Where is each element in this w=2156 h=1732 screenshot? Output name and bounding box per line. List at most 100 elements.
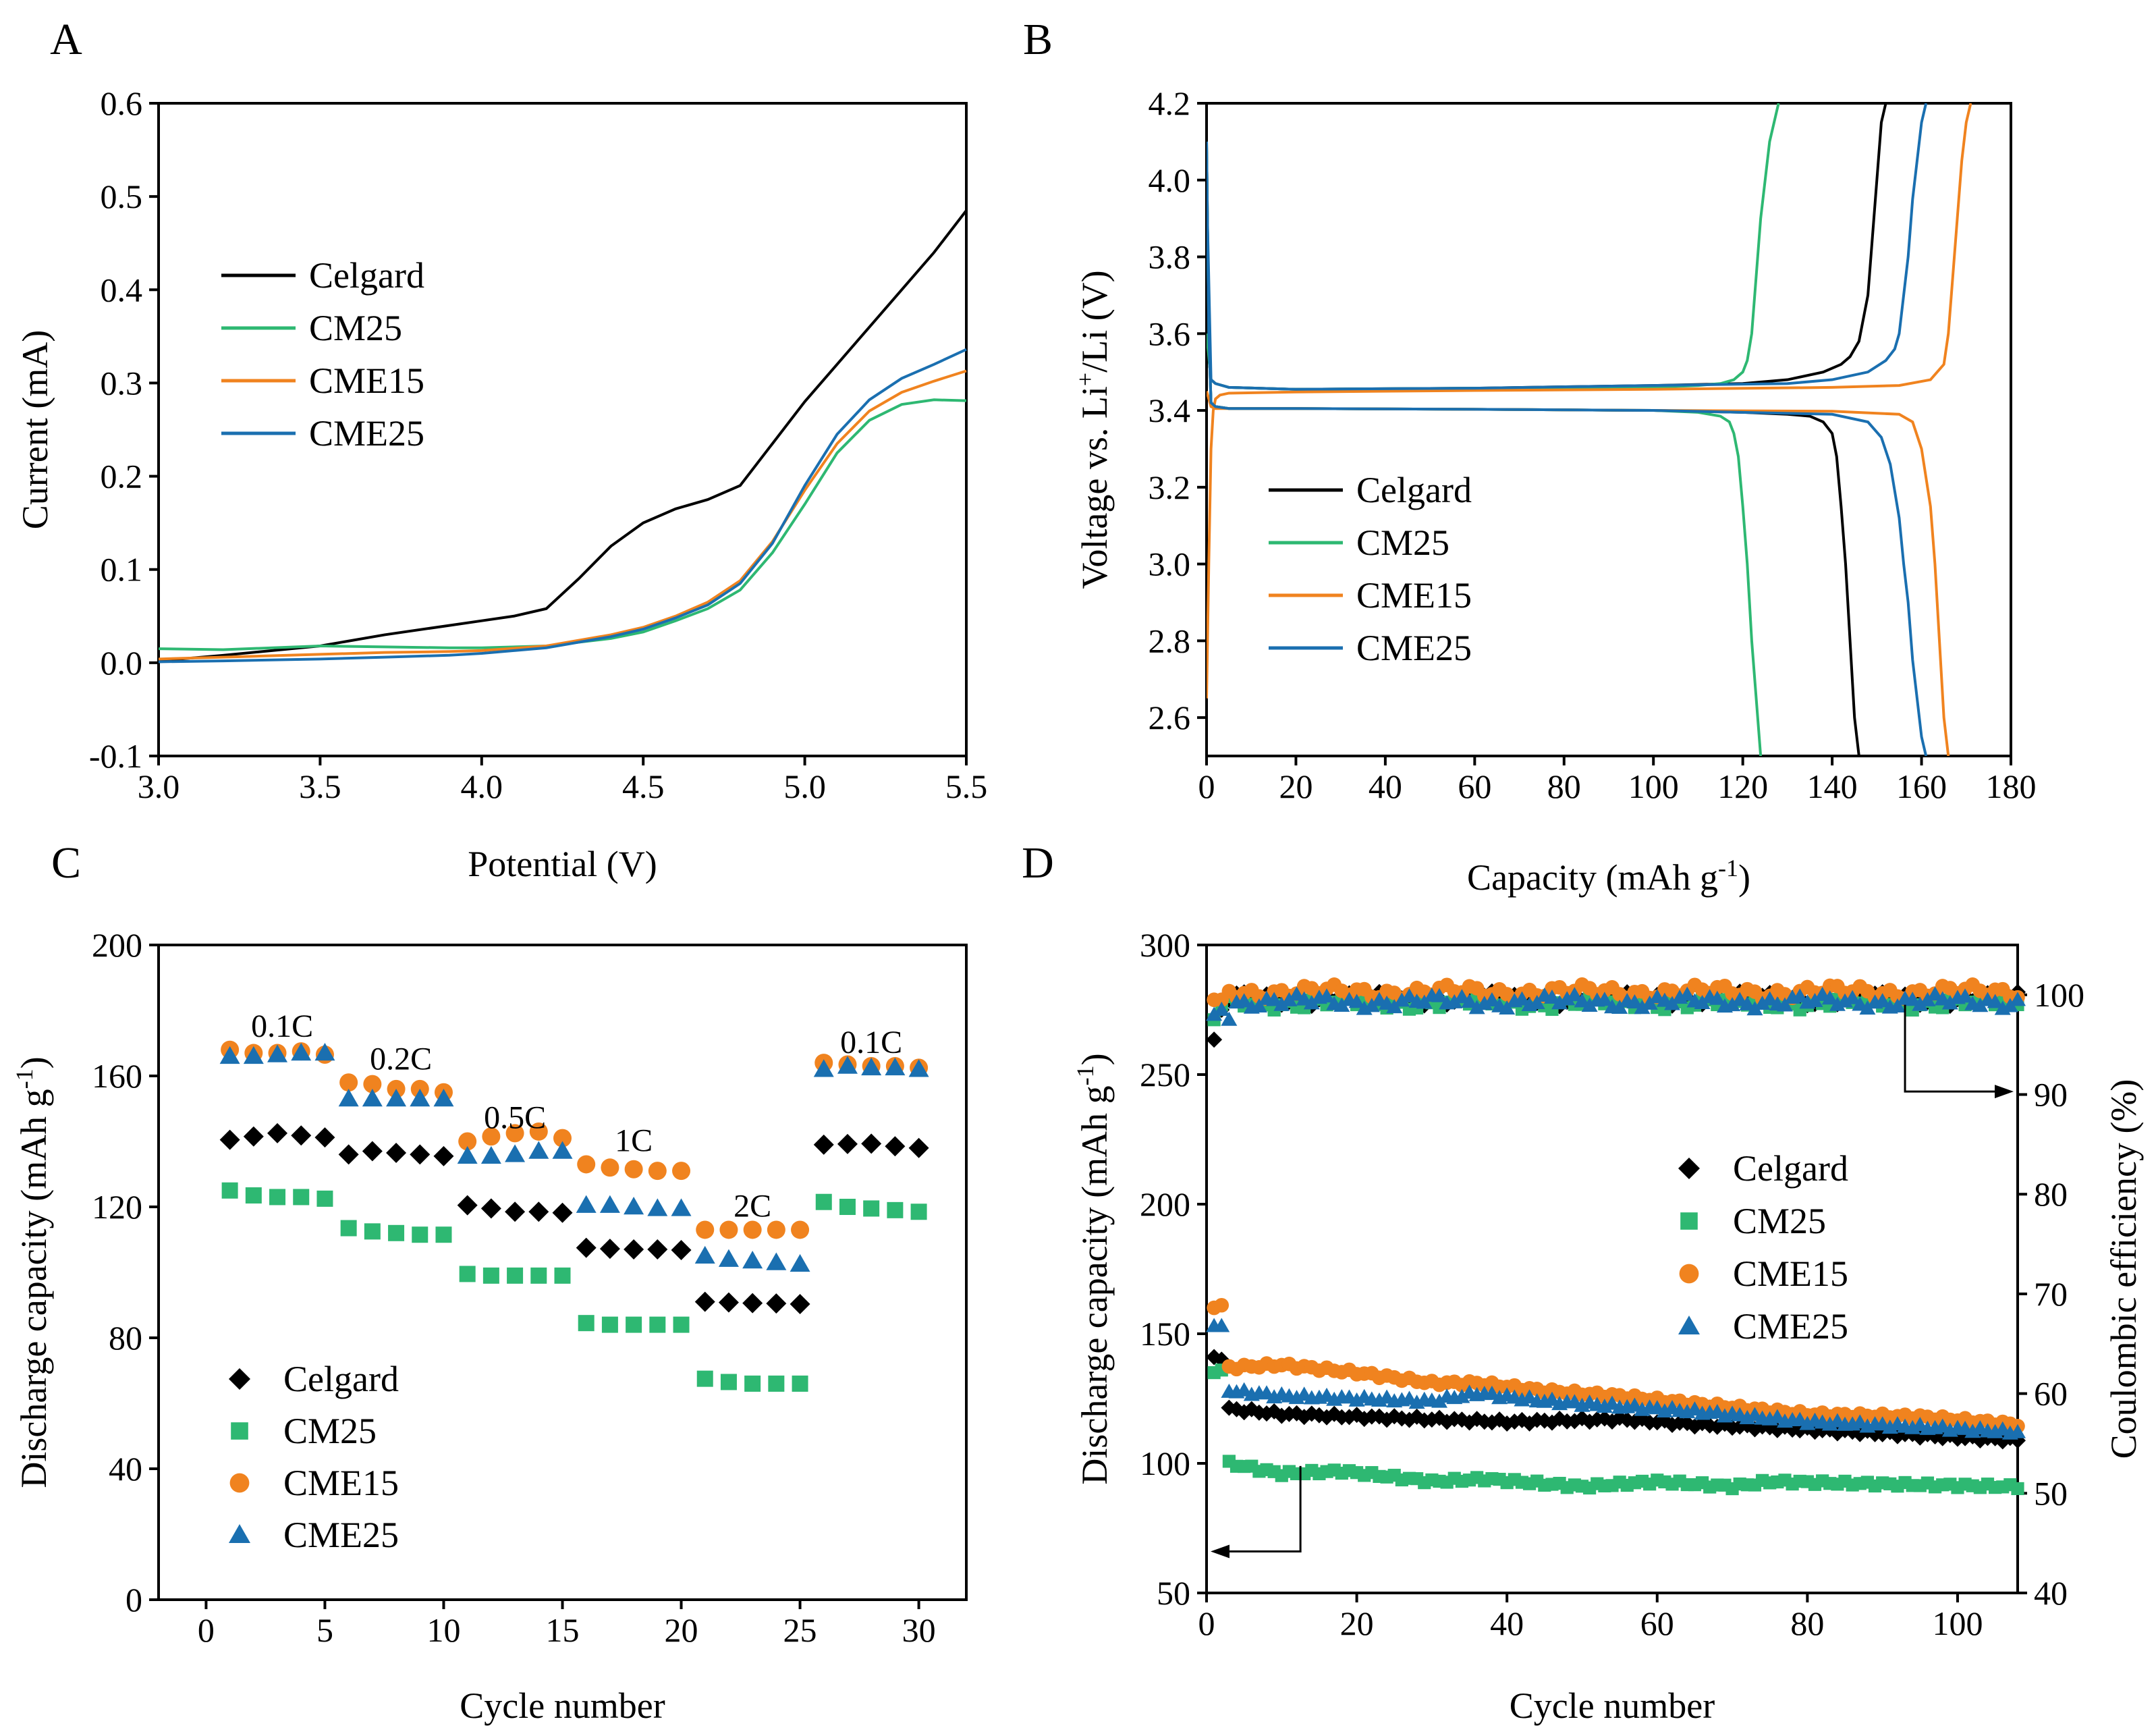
y-axis-label: Voltage vs. Li+/Li (V) <box>1072 270 1115 589</box>
rate-annotation: 1C <box>615 1123 653 1159</box>
efficiency-point-celgard <box>1206 1031 1223 1048</box>
efficiency-point-cme25 <box>1739 996 1756 1010</box>
data-point-celgard <box>837 1133 858 1154</box>
efficiency-point-cme25 <box>1273 996 1290 1011</box>
data-point-celgard <box>766 1293 787 1314</box>
data-point-cm25 <box>316 1190 333 1207</box>
x-axis-label: Capacity (mAh g-1) <box>1467 855 1750 898</box>
data-point-cme25 <box>219 1046 240 1064</box>
x-tick-label: 4.5 <box>622 767 665 805</box>
data-point-cme15 <box>577 1155 596 1174</box>
data-point-celgard <box>694 1291 715 1312</box>
y-axis-label: Discharge capacity (mAh g-1) <box>1072 1053 1115 1484</box>
data-point-cme15 <box>363 1075 382 1093</box>
data-point-cm25 <box>696 1370 713 1387</box>
y-axis-label-sup: -1 <box>11 1068 38 1089</box>
efficiency-point-cme25 <box>1468 1000 1485 1014</box>
rate-annotation: 0.5C <box>484 1100 546 1136</box>
data-point-celgard <box>576 1237 597 1258</box>
data-point-cm25 <box>720 1374 737 1390</box>
legend-marker-cm25 <box>231 1422 248 1440</box>
data-point-cm25 <box>459 1266 476 1282</box>
data-point-celgard <box>362 1141 383 1162</box>
data-point-cme25 <box>885 1057 906 1076</box>
efficiency-point-cme25 <box>1761 991 1778 1006</box>
efficiency-point-cme25 <box>1281 992 1298 1006</box>
efficiency-point-cme25 <box>1499 1000 1516 1014</box>
data-point-cme25 <box>624 1197 644 1215</box>
data-point-cme25 <box>362 1088 383 1107</box>
data-point-cme25 <box>790 1253 810 1272</box>
x-tick-label: 0 <box>1198 767 1215 805</box>
efficiency-point-cme25 <box>1776 997 1793 1012</box>
data-point-celgard <box>505 1201 526 1222</box>
series-line-cme25-discharge <box>1207 141 1928 756</box>
y-axis-label-part: /Li (V) <box>1074 270 1115 372</box>
data-point-cme25 <box>694 1245 715 1264</box>
efficiency-point-cme25 <box>1904 992 1921 1006</box>
data-point-cm25 <box>863 1200 880 1217</box>
data-point-cm25 <box>744 1375 761 1392</box>
capacity-point-cm25 <box>2011 1482 2024 1496</box>
data-point-cme25 <box>671 1198 692 1216</box>
x-axis-label: Potential (V) <box>468 844 657 884</box>
x-tick-label: 25 <box>783 1611 817 1649</box>
x-tick-label: 5 <box>316 1611 333 1649</box>
x-tick-label: 0 <box>198 1611 215 1649</box>
plot-frame <box>1205 944 2019 1594</box>
data-point-cm25 <box>245 1187 262 1204</box>
data-point-cme25 <box>243 1046 264 1064</box>
y-tick-label: 0.3 <box>101 364 143 402</box>
efficiency-point-cme25 <box>1792 988 1808 1003</box>
efficiency-point-cme25 <box>1581 997 1598 1012</box>
data-point-cm25 <box>887 1201 904 1218</box>
efficiency-point-cme25 <box>1679 986 1696 1001</box>
data-point-cm25 <box>269 1189 286 1206</box>
data-point-cm25 <box>435 1226 452 1243</box>
data-point-cm25 <box>649 1316 666 1333</box>
efficiency-point-cme25 <box>1941 995 1958 1010</box>
y-right-tick-label: 80 <box>2034 1175 2068 1213</box>
efficiency-point-cme25 <box>1844 990 1861 1004</box>
data-point-cme25 <box>837 1056 858 1074</box>
data-point-cm25 <box>578 1315 595 1332</box>
data-point-cme15 <box>791 1220 810 1239</box>
efficiency-point-cme25 <box>1528 994 1545 1009</box>
efficiency-point-cme25 <box>1206 1006 1223 1021</box>
data-point-celgard <box>291 1125 312 1146</box>
efficiency-point-cme25 <box>1889 998 1906 1012</box>
x-tick-label: 5.5 <box>945 767 988 805</box>
data-point-cme15 <box>529 1122 548 1141</box>
capacity-point-cme25 <box>1431 1393 1448 1408</box>
data-point-cme25 <box>528 1141 549 1159</box>
data-point-cme15 <box>339 1073 358 1092</box>
x-tick-label: 80 <box>1790 1604 1824 1642</box>
data-point-cme25 <box>599 1195 620 1213</box>
data-point-cme25 <box>338 1088 359 1107</box>
y-right-tick-label: 100 <box>2034 976 2084 1014</box>
data-point-celgard <box>243 1126 264 1147</box>
data-point-cm25 <box>910 1203 927 1220</box>
data-point-cm25 <box>601 1316 618 1333</box>
data-point-celgard <box>528 1201 549 1222</box>
legend-label: Celgard <box>283 1359 399 1399</box>
series-line-cme15-charge <box>1207 103 1972 699</box>
data-point-cm25 <box>554 1267 571 1284</box>
y-right-tick-label: 50 <box>2034 1474 2068 1512</box>
x-axis-label-part: ) <box>1738 857 1750 898</box>
y-axis-label-part: ) <box>1074 1053 1115 1065</box>
panel-a: A 3.0 3.5 4.0 4.5 5.0 5.5 -0.1 0.0 0.1 0.2 0.3 0.4 0.… <box>15 15 987 884</box>
data-point-cme15 <box>458 1132 477 1151</box>
data-point-cme15 <box>696 1220 715 1239</box>
efficiency-point-cme25 <box>1634 1000 1651 1014</box>
efficiency-point-cme25 <box>1859 1000 1876 1015</box>
efficiency-point-cme25 <box>1250 998 1267 1013</box>
data-point-celgard <box>338 1144 359 1165</box>
x-tick-label: 80 <box>1547 767 1581 805</box>
efficiency-point-cme25 <box>1746 1001 1763 1016</box>
y-axis-label-part: Voltage vs. Li <box>1074 386 1115 589</box>
y-tick-label: -0.1 <box>89 737 142 775</box>
y-right-tick-label: 60 <box>2034 1375 2068 1413</box>
data-point-cme15 <box>601 1158 619 1177</box>
efficiency-point-cme25 <box>1221 1011 1238 1026</box>
